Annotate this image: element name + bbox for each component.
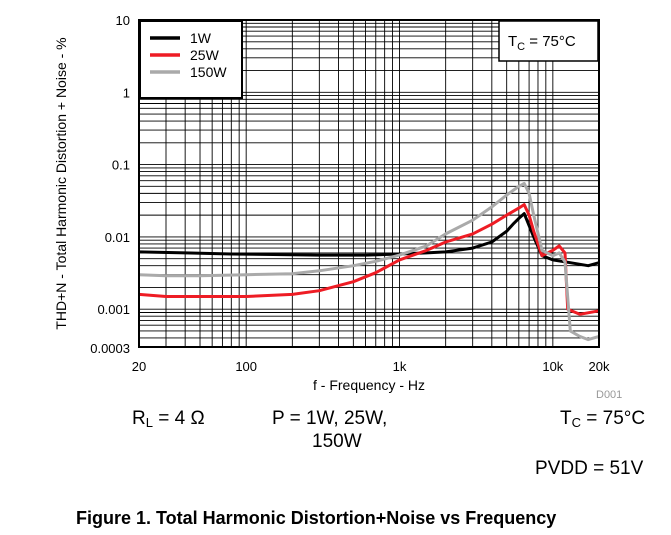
y-tick-label: 0.1 (112, 158, 130, 173)
x-axis-title: f - Frequency - Hz (313, 377, 425, 393)
power-note-line2: 150W (312, 431, 362, 452)
series-lines (138, 181, 600, 342)
x-tick-label: 10k (542, 359, 563, 374)
legend-label-1w: 1W (190, 30, 212, 46)
pvdd-note: PVDD = 51V (535, 458, 644, 479)
series-line-25w (138, 203, 600, 316)
y-tick-label: 1 (123, 85, 130, 100)
series-line-1w (138, 212, 600, 268)
tick-labels: 20 100 1k 10k 20k 10 1 0.1 0.01 0.001 0.0003 (90, 13, 610, 374)
y-tick-label: 0.01 (105, 230, 130, 245)
y-axis-title: THD+N - Total Harmonic Distortion + Nois… (53, 37, 69, 329)
case-temperature-note: TC = 75°C (560, 408, 646, 430)
y-tick-label: 0.001 (97, 302, 130, 317)
x-tick-label: 100 (235, 359, 257, 374)
series-line-150w (138, 181, 600, 342)
power-note-line1: P = 1W, 25W, (272, 408, 388, 429)
annotation-box (498, 20, 599, 62)
annotation-text: TC = 75°C (508, 33, 576, 53)
y-tick-label: 0.0003 (90, 341, 130, 356)
legend-box (139, 20, 243, 99)
y-tick-label: 10 (116, 13, 130, 28)
load-resistance-note: RL = 4 Ω (132, 408, 205, 430)
temperature-annotation: TC = 75°C (498, 20, 599, 62)
x-tick-label: 20k (589, 359, 610, 374)
figure-caption: Figure 1. Total Harmonic Distortion+Nois… (76, 508, 557, 528)
x-tick-label: 20 (132, 359, 146, 374)
x-tick-label: 1k (393, 359, 407, 374)
legend-label-25w: 25W (190, 47, 220, 63)
legend-label-150w: 150W (190, 64, 227, 80)
plot-frame (138, 19, 600, 348)
figure-code: D001 (596, 389, 623, 401)
